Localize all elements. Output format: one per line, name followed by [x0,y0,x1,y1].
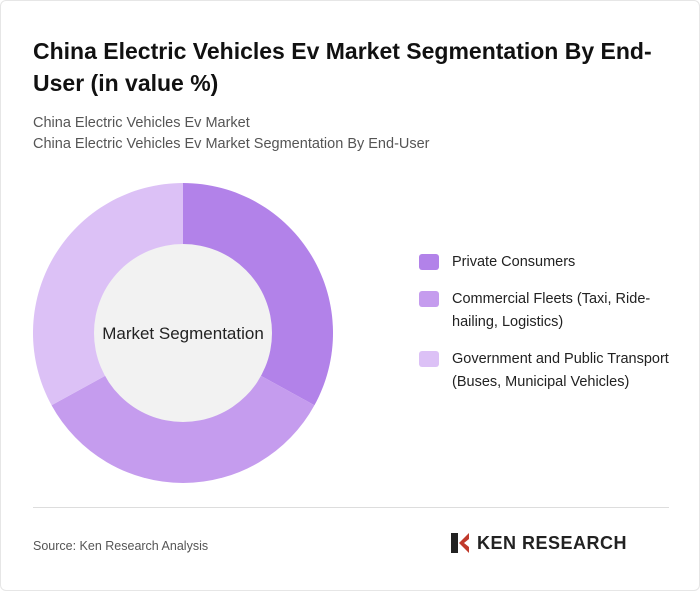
legend: Private Consumers Commercial Fleets (Tax… [419,251,679,408]
donut-chart: Market Segmentation [33,183,333,484]
logo-text: KEN RESEARCH [477,532,628,553]
legend-item-commercial-fleets: Commercial Fleets (Taxi, Ride-hailing, L… [419,288,679,334]
legend-label: Private Consumers [452,254,576,270]
legend-label: Government and Public Transport (Buses, … [452,351,669,390]
donut-hole [94,244,272,422]
legend-item-private-consumers: Private Consumers [419,251,679,274]
legend-swatch [419,351,439,367]
subtitle-market: China Electric Vehicles Ev Market [33,115,250,131]
source-note: Source: Ken Research Analysis [33,539,209,553]
legend-label: Commercial Fleets (Taxi, Ride-hailing, L… [452,291,651,330]
chart-title: China Electric Vehicles Ev Market Segmen… [33,38,652,96]
legend-item-government-public-transport: Government and Public Transport (Buses, … [419,348,679,394]
divider [33,507,669,508]
ken-research-logo: KEN RESEARCH [449,532,627,554]
legend-swatch [419,291,439,307]
center-label: Market Segmentation [102,324,264,343]
legend-swatch [419,254,439,270]
subtitle-segmentation: China Electric Vehicles Ev Market Segmen… [33,136,430,152]
ken-research-logo-icon [451,533,469,553]
